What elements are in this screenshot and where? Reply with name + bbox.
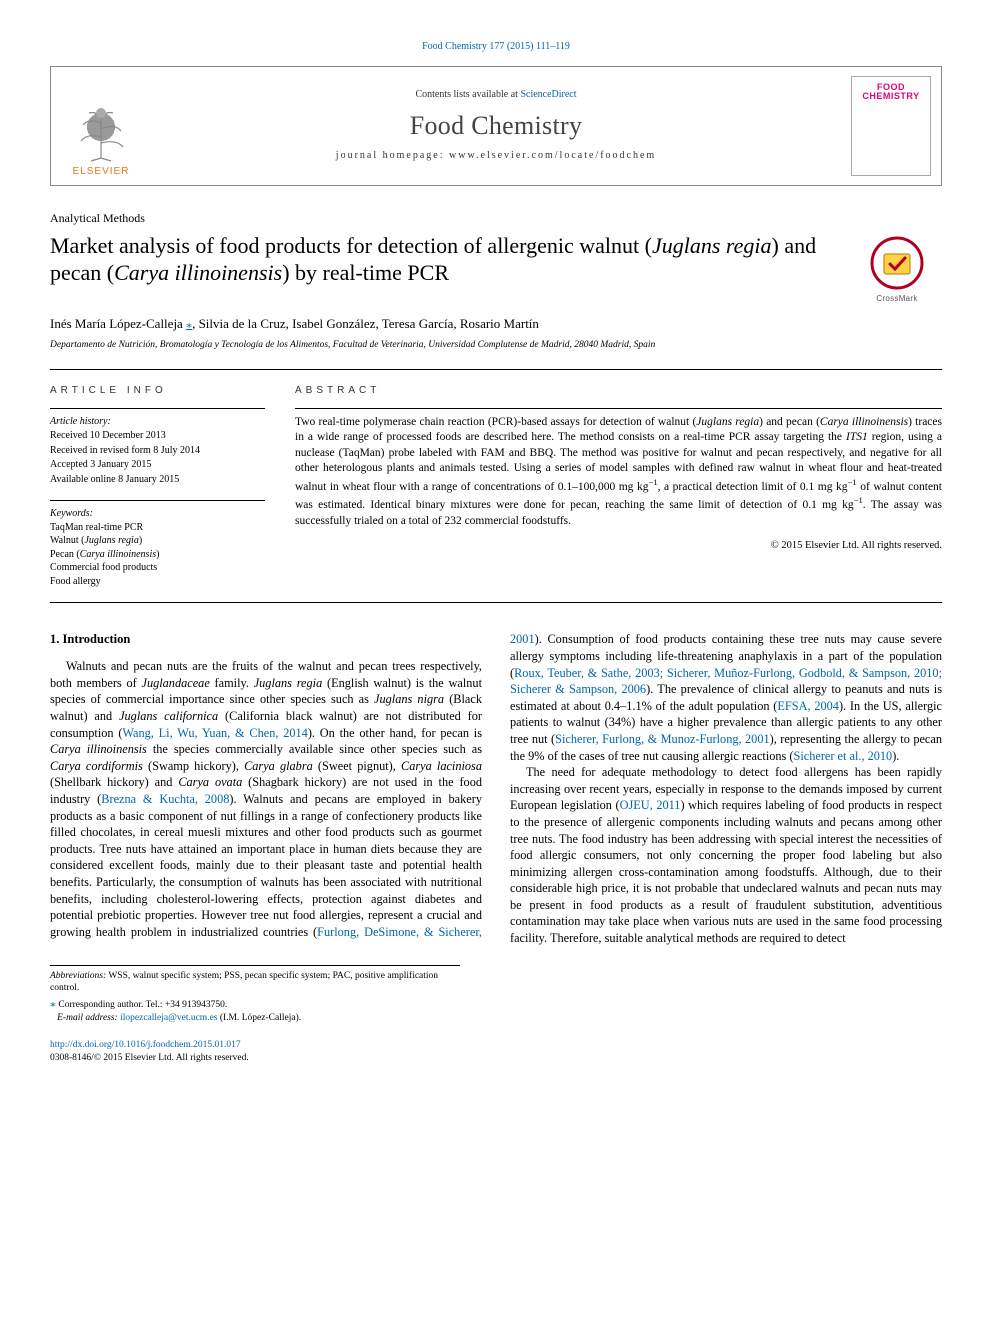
crossmark-label: CrossMark [852, 294, 942, 305]
ref-link[interactable]: Sicherer et al., 2010 [794, 749, 893, 763]
cover-line2: CHEMISTRY [862, 92, 919, 101]
ref-link[interactable]: Furlong, DeSimone, & Sicherer, 2001 [317, 632, 534, 938]
doi-block: http://dx.doi.org/10.1016/j.foodchem.201… [50, 1039, 942, 1065]
keyword: Food allergy [50, 575, 265, 589]
footnotes: Abbreviations: WSS, walnut specific syst… [50, 965, 460, 1025]
top-rule [50, 369, 942, 370]
author-list: Inés María López-Calleja ⁎, Silvia de la… [50, 315, 942, 333]
keyword: Pecan (Carya illinoinensis) [50, 548, 265, 562]
journal-ref-link[interactable]: Food Chemistry 177 (2015) 111–119 [422, 41, 570, 52]
elsevier-logo[interactable]: ELSEVIER [61, 103, 141, 179]
accepted-date: Accepted 3 January 2015 [50, 458, 265, 472]
ref-link[interactable]: Wang, Li, Wu, Yuan, & Chen, 2014 [122, 726, 307, 740]
abstract-body: Two real-time polymerase chain reaction … [295, 408, 942, 529]
article-title: Market analysis of food products for det… [50, 232, 832, 287]
ref-link[interactable]: OJEU, 2011 [620, 798, 681, 812]
body-text: 1. Introduction Walnuts and pecan nuts a… [50, 631, 942, 946]
received-date: Received 10 December 2013 [50, 429, 265, 443]
section-heading: 1. Introduction [50, 631, 482, 648]
contents-line: Contents lists available at ScienceDirec… [415, 88, 576, 102]
ref-link[interactable]: Sicherer, Furlong, & Munoz-Furlong, 2001 [555, 732, 769, 746]
issn-line: 0308-8146/© 2015 Elsevier Ltd. All right… [50, 1053, 249, 1063]
abstract-heading: ABSTRACT [295, 384, 942, 398]
crossmark-badge[interactable]: CrossMark [852, 236, 942, 305]
history-label: Article history: [50, 415, 265, 429]
mid-rule [50, 602, 942, 603]
keyword: TaqMan real-time PCR [50, 521, 265, 535]
corresponding-note: ⁎ Corresponding author. Tel.: +34 913943… [50, 995, 460, 1012]
keywords-label: Keywords: [50, 507, 265, 521]
ref-link[interactable]: Brezna & Kuchta, 2008 [101, 792, 229, 806]
elsevier-tree-icon [71, 103, 131, 163]
doi-link[interactable]: http://dx.doi.org/10.1016/j.foodchem.201… [50, 1040, 241, 1050]
journal-ref-line: Food Chemistry 177 (2015) 111–119 [50, 40, 942, 54]
email-label: E-mail address: [57, 1013, 118, 1023]
other-authors: , Silvia de la Cruz, Isabel González, Te… [192, 316, 539, 331]
corresponding-author: Inés María López-Calleja [50, 316, 183, 331]
contents-prefix: Contents lists available at [415, 89, 520, 100]
affiliation: Departamento de Nutrición, Bromatología … [50, 339, 942, 352]
article-info-col: ARTICLE INFO Article history: Received 1… [50, 384, 265, 588]
ref-link[interactable]: EFSA, 2004 [777, 699, 839, 713]
publisher-name: ELSEVIER [61, 165, 141, 179]
corr-footnote-mark[interactable]: ⁎ [50, 996, 56, 1010]
revised-date: Received in revised form 8 July 2014 [50, 444, 265, 458]
keyword: Walnut (Juglans regia) [50, 534, 265, 548]
abstract-copyright: © 2015 Elsevier Ltd. All rights reserved… [295, 539, 942, 553]
corr-text: Corresponding author. Tel.: +34 91394375… [58, 1000, 227, 1010]
sciencedirect-link[interactable]: ScienceDirect [520, 89, 576, 100]
publisher-logo-cell: ELSEVIER [51, 67, 151, 185]
email-note: E-mail address: ilopezcalleja@vet.ucm.es… [50, 1012, 460, 1025]
info-heading: ARTICLE INFO [50, 384, 265, 398]
abstract-col: ABSTRACT Two real-time polymerase chain … [295, 384, 942, 588]
keyword: Commercial food products [50, 561, 265, 575]
journal-cover-icon: FOOD CHEMISTRY [851, 76, 931, 176]
keywords-block: Keywords: TaqMan real-time PCR Walnut (J… [50, 500, 265, 588]
online-date: Available online 8 January 2015 [50, 473, 265, 487]
abbreviations-note: Abbreviations: WSS, walnut specific syst… [50, 970, 460, 996]
article-history: Article history: Received 10 December 20… [50, 408, 265, 487]
ref-link[interactable]: Roux, Teuber, & Sathe, 2003; Sicherer, M… [510, 666, 942, 697]
article-section-label: Analytical Methods [50, 210, 942, 226]
email-suffix: (I.M. López-Calleja). [217, 1013, 301, 1023]
journal-header: ELSEVIER Contents lists available at Sci… [50, 66, 942, 186]
paragraph: The need for adequate methodology to det… [510, 764, 942, 947]
journal-name: Food Chemistry [410, 108, 583, 143]
journal-homepage: journal homepage: www.elsevier.com/locat… [336, 149, 656, 163]
crossmark-icon [870, 236, 924, 290]
journal-cover-cell: FOOD CHEMISTRY [841, 67, 941, 185]
email-link[interactable]: ilopezcalleja@vet.ucm.es [120, 1013, 217, 1023]
